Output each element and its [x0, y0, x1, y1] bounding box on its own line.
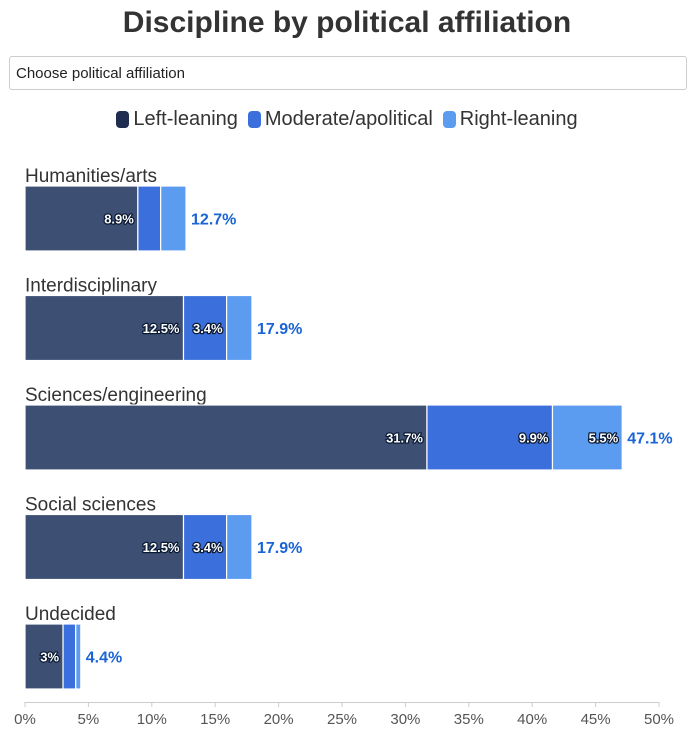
bar-sciences-engineering-right-leaning	[551, 404, 623, 471]
x-tick-label-8: 40%	[517, 711, 547, 728]
bar-interdisciplinary-right-leaning	[226, 294, 253, 362]
x-tick-label-2: 10%	[137, 711, 167, 728]
x-tick-label-6: 30%	[390, 711, 420, 728]
category-label-undecided: Undecided	[25, 604, 116, 625]
legend-label-left-leaning: Left-leaning	[133, 108, 238, 130]
bar-social-sciences-right-leaning	[226, 513, 253, 581]
total-label-humanities-arts: 12.7%	[191, 212, 236, 229]
x-tick-label-4: 20%	[264, 711, 294, 728]
bar-undecided-left-leaning	[24, 623, 64, 690]
bar-label-social-sciences-left-leaning: 12.5%	[143, 540, 180, 555]
bar-sciences-engineering-moderate-apolitical	[426, 404, 554, 471]
legend-swatch-left-leaning	[116, 111, 130, 128]
x-tick-label-1: 5%	[78, 711, 100, 728]
x-tick-label-7: 35%	[454, 711, 484, 728]
bar-sciences-engineering-left-leaning	[24, 404, 428, 471]
bar-label-sciences-engineering-left-leaning: 31.7%	[386, 431, 423, 446]
total-label-undecided: 4.4%	[86, 650, 122, 667]
bar-social-sciences-left-leaning	[24, 513, 185, 581]
bar-humanities-arts-left-leaning	[24, 185, 139, 252]
total-label-social-sciences: 17.9%	[257, 540, 302, 557]
bar-label-interdisciplinary-moderate-apolitical: 3.4%	[193, 321, 223, 336]
legend-label-moderate: Moderate/apolitical	[264, 108, 433, 130]
bar-undecided-moderate-apolitical	[62, 623, 77, 690]
x-tick-label-3: 15%	[200, 711, 230, 728]
bar-label-interdisciplinary-left-leaning: 12.5%	[143, 321, 180, 336]
x-tick-label-9: 45%	[581, 711, 611, 728]
chart-title: Discipline by political affiliation	[122, 6, 572, 39]
category-label-interdisciplinary: Interdisciplinary	[25, 276, 157, 297]
affiliation-dropdown-label: Choose political affiliation	[16, 64, 185, 82]
bar-interdisciplinary-moderate-apolitical	[182, 294, 228, 362]
legend-item-right-leaning[interactable]: Right-leaning	[442, 108, 578, 131]
bar-label-social-sciences-moderate-apolitical: 3.4%	[193, 540, 223, 555]
legend-swatch-right-leaning	[442, 111, 456, 128]
legend: Left-leaning Moderate/apolitical Right-l…	[0, 108, 694, 131]
category-label-sciences-engineering: Sciences/engineering	[25, 385, 207, 406]
x-tick-label-5: 25%	[327, 711, 357, 728]
bar-humanities-arts-moderate-apolitical	[137, 185, 162, 252]
bar-label-sciences-engineering-moderate-apolitical: 9.9%	[519, 431, 549, 446]
total-label-interdisciplinary: 17.9%	[257, 321, 302, 338]
total-label-sciences-engineering: 47.1%	[627, 431, 672, 448]
bar-interdisciplinary-left-leaning	[24, 294, 185, 362]
bar-label-undecided-left-leaning: 3%	[40, 650, 59, 665]
category-label-social-sciences: Social sciences	[25, 495, 156, 516]
bar-label-humanities-arts-left-leaning: 8.9%	[104, 212, 134, 227]
legend-item-moderate[interactable]: Moderate/apolitical	[247, 108, 433, 131]
bar-humanities-arts-right-leaning	[160, 185, 187, 252]
bar-social-sciences-moderate-apolitical	[182, 513, 228, 581]
bar-undecided-right-leaning	[75, 623, 82, 690]
legend-item-left-leaning[interactable]: Left-leaning	[116, 108, 238, 131]
legend-swatch-moderate	[247, 111, 261, 128]
bar-label-sciences-engineering-right-leaning: 5.5%	[589, 431, 619, 446]
affiliation-dropdown[interactable]: Choose political affiliation	[9, 56, 687, 90]
legend-label-right-leaning: Right-leaning	[459, 108, 578, 130]
category-label-humanities-arts: Humanities/arts	[25, 166, 157, 187]
x-tick-label-0: 0%	[14, 711, 36, 728]
x-tick-label-10: 50%	[644, 711, 674, 728]
